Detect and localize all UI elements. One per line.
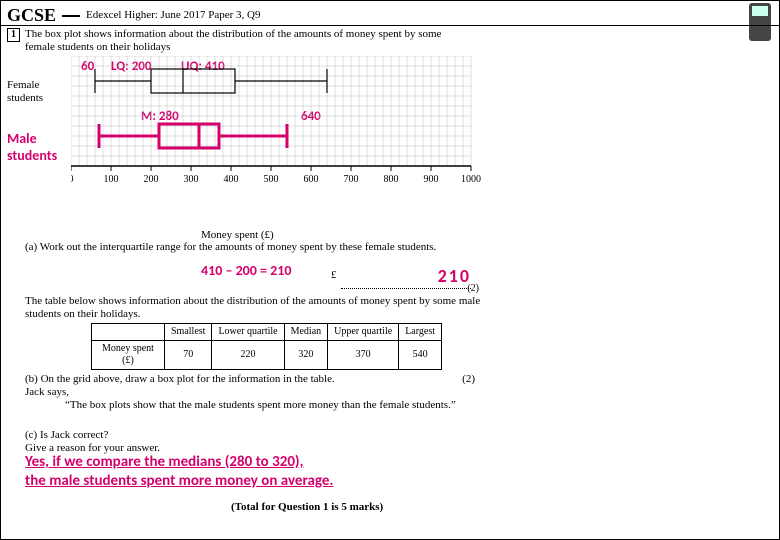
svg-text:200: 200 bbox=[144, 174, 159, 185]
val-0: 70 bbox=[165, 341, 212, 370]
val-3: 370 bbox=[328, 341, 399, 370]
calculator-icon bbox=[749, 3, 771, 41]
svg-text:0: 0 bbox=[71, 174, 74, 185]
part-b: (b) On the grid above, draw a box plot f… bbox=[25, 373, 475, 413]
svg-text:900: 900 bbox=[424, 174, 439, 185]
answer-prefix: £ bbox=[331, 269, 337, 282]
boxplot-chart: 0 100 200 300 400 500 600 700 800 900 1000 bbox=[71, 56, 491, 220]
col-1: Lower quartile bbox=[212, 324, 284, 341]
svg-text:800: 800 bbox=[384, 174, 399, 185]
svg-text:500: 500 bbox=[264, 174, 279, 185]
female-label: Female students bbox=[7, 79, 67, 105]
row-label: Money spent (£) bbox=[92, 341, 165, 370]
val-4: 540 bbox=[399, 341, 442, 370]
svg-text:400: 400 bbox=[224, 174, 239, 185]
part-a-working: 410 – 200 = 210 bbox=[201, 263, 291, 280]
svg-text:600: 600 bbox=[304, 174, 319, 185]
header-line bbox=[62, 15, 80, 17]
svg-text:100: 100 bbox=[104, 174, 119, 185]
question-intro: The box plot shows information about the… bbox=[25, 28, 455, 54]
data-table: Smallest Lower quartile Median Upper qua… bbox=[91, 323, 442, 370]
col-2: Median bbox=[284, 324, 328, 341]
paper-ref: Edexcel Higher: June 2017 Paper 3, Q9 bbox=[86, 9, 260, 22]
svg-text:700: 700 bbox=[344, 174, 359, 185]
male-label: Male students bbox=[7, 131, 67, 165]
part-a: (a) Work out the interquartile range for… bbox=[25, 241, 485, 254]
col-4: Largest bbox=[399, 324, 442, 341]
jack-says: Jack says, bbox=[25, 386, 69, 398]
svg-text:1000: 1000 bbox=[461, 174, 481, 185]
page: GCSE Edexcel Higher: June 2017 Paper 3, … bbox=[0, 0, 780, 540]
table-header-row: Smallest Lower quartile Median Upper qua… bbox=[92, 324, 442, 341]
answer-line: 210 bbox=[341, 266, 471, 289]
svg-text:300: 300 bbox=[184, 174, 199, 185]
question-number: 1 bbox=[7, 28, 20, 42]
part-b-text: (b) On the grid above, draw a box plot f… bbox=[25, 373, 335, 385]
col-0: Smallest bbox=[165, 324, 212, 341]
total-marks: (Total for Question 1 is 5 marks) bbox=[231, 501, 383, 514]
part-c-answer: Yes, if we compare the medians (280 to 3… bbox=[25, 453, 333, 491]
separator bbox=[1, 25, 779, 26]
val-2: 320 bbox=[284, 341, 328, 370]
part-a-marks: (2) bbox=[467, 283, 479, 295]
table-row: Money spent (£) 70 220 320 370 540 bbox=[92, 341, 442, 370]
jack-quote: “The box plots show that the male studen… bbox=[65, 399, 475, 412]
val-1: 220 bbox=[212, 341, 284, 370]
header: GCSE Edexcel Higher: June 2017 Paper 3, … bbox=[7, 5, 260, 27]
part-b-marks: (2) bbox=[462, 373, 475, 386]
part-c: (c) Is Jack correct? Give a reason for y… bbox=[25, 429, 475, 455]
part-a-answer: 210 bbox=[438, 265, 471, 287]
table-intro: The table below shows information about … bbox=[25, 295, 485, 321]
gcse-badge: GCSE bbox=[7, 5, 56, 27]
col-3: Upper quartile bbox=[328, 324, 399, 341]
chart-svg: 0 100 200 300 400 500 600 700 800 900 1000 bbox=[71, 56, 491, 216]
